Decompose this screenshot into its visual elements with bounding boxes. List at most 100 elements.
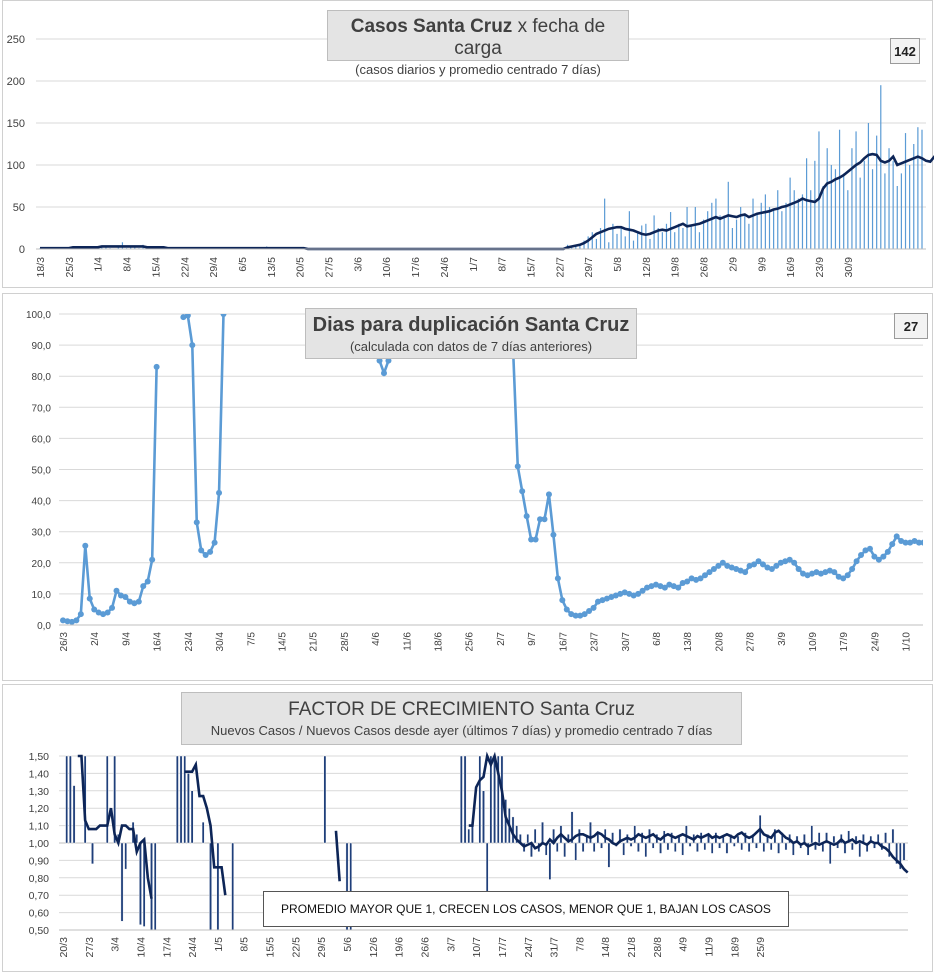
chart-casos-panel: 0 50 100 150 200 250 18/3 25/3 1/4 8/4 15/4 22/4 29/… [2,0,934,288]
bar [785,202,787,249]
bar [892,160,894,249]
x-tick-label: 21/8 [626,937,638,958]
data-point [684,578,691,585]
chart-duplicacion-subtitle: (calculada con datos de 7 días anteriore… [349,339,593,354]
bar [467,828,471,844]
x-tick-label: 30/4 [215,632,226,652]
y-tick-label: 80,0 [32,372,52,383]
x-tick-label: 31/7 [549,937,561,958]
x-tick-label: 11/6 [402,632,413,651]
x-tick-label: 29/5 [316,937,328,958]
data-point [706,569,713,576]
y-tick-label: 1,40 [29,768,50,780]
data-point [514,463,521,470]
bar [702,219,705,249]
bar [871,169,874,249]
y-tick-label: 30,0 [32,528,52,539]
x-tick-label: 8/5 [239,937,251,952]
data-point [858,552,865,559]
bar [851,842,854,851]
data-point [523,513,530,520]
data-point [86,595,93,602]
x-tick-label: 25/3 [64,257,76,278]
y-tick-label: 1,50 [29,751,50,763]
data-point [791,559,798,566]
x-tick-label: 20/8 [714,632,725,652]
bar [847,830,850,844]
bar [806,842,810,856]
bar [895,842,898,865]
bar [884,173,886,249]
data-point [710,566,717,573]
chart-casos-title-box: Casos Santa Cruz x fecha de carga (casos… [327,10,629,77]
data-point [866,545,873,552]
chart-factor-svg: 0,50 0,60 0,70 0,80 0,90 1,00 1,10 1,20 1,30 1,40… [29,751,909,958]
bar [637,842,640,852]
data-point [751,561,758,568]
series-group [60,314,923,625]
bar [725,842,729,854]
data-point [893,533,900,540]
x-tick-label: 15/4 [150,257,162,278]
bar [150,842,153,931]
y-tick-label: 90,0 [32,341,52,352]
bar [682,228,684,249]
data-point [113,587,120,594]
x-tick-label: 24/4 [187,937,199,958]
x-tick-label: 6/8 [652,632,663,646]
x-tick-label: 22/7 [554,257,566,278]
data-point [759,561,766,568]
bar [607,842,611,868]
data-point [149,556,156,563]
data-point [519,488,526,495]
x-tick-label: 17/6 [410,257,422,278]
x-tick-label: 26/6 [419,937,431,958]
x-tick-label: 20/5 [295,257,307,278]
bar [581,842,585,852]
data-point [376,357,383,364]
bar [592,842,596,852]
bar [533,828,537,844]
bar [591,232,593,249]
data-point [742,569,749,576]
x-tick-label: 9/4 [121,632,132,646]
bar [134,247,136,249]
data-point [207,548,214,555]
data-point [795,566,802,573]
data-point [889,541,896,548]
x-tick-label: 21/5 [309,632,320,652]
x-tick-label: 10/9 [808,632,819,652]
bar [784,842,788,851]
bar [694,207,696,249]
bar [637,232,639,249]
x-tick-label: 7/8 [574,937,586,952]
data-point [140,583,147,590]
data-point [920,539,923,546]
data-point [902,539,909,546]
bar [797,198,799,249]
bar [209,842,212,931]
bar [909,165,911,249]
bar [711,202,713,249]
data-point [122,594,129,601]
y-tick-label: 1,30 [29,786,50,798]
bar [641,225,643,249]
x-tick-label: 16/9 [785,257,797,278]
x-tick-label: 25/9 [755,937,767,958]
x-tick-label: 17/9 [839,632,850,652]
bar [863,160,865,249]
y-tick-label: 1,20 [29,803,50,815]
data-point [550,531,557,538]
data-point [768,566,775,573]
y-tick-label: 100 [7,160,25,172]
x-tick-label: 3/7 [445,937,457,952]
x-tick-label: 2/7 [496,632,507,646]
bar [810,825,814,844]
bar [859,177,861,249]
data-point [755,558,762,565]
bar [482,790,485,844]
data-point [916,539,922,546]
bar [825,832,828,844]
bar [600,842,603,849]
data-point [639,587,646,594]
